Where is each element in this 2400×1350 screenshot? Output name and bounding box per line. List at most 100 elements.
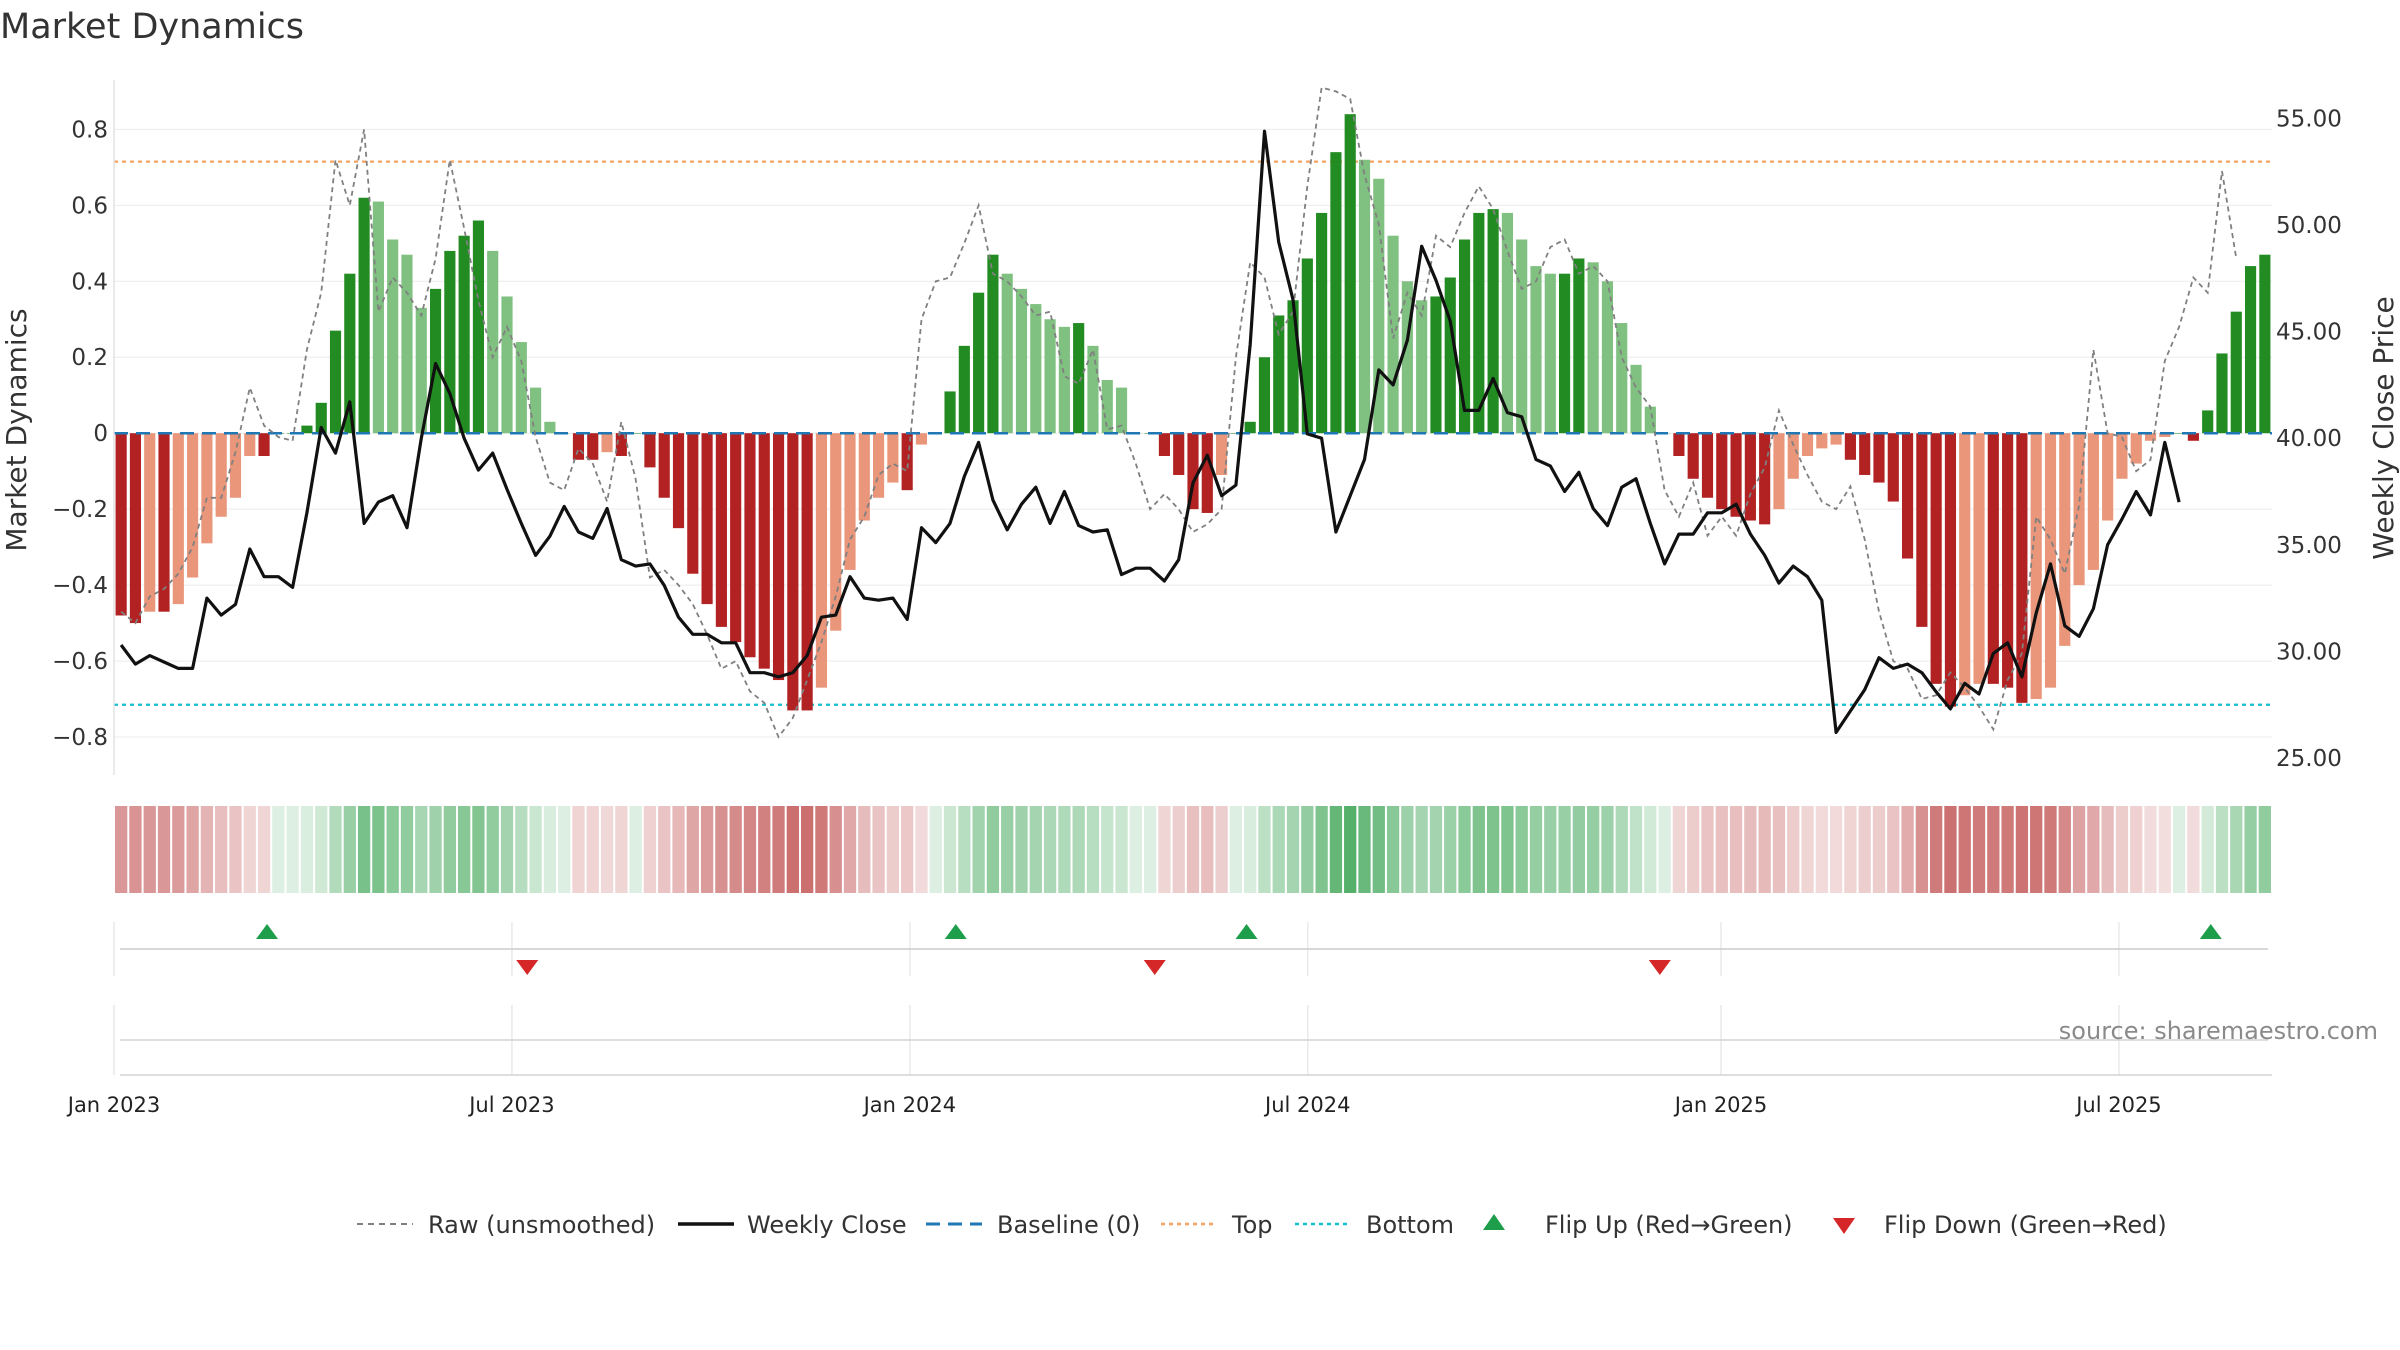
dynamics-bar <box>1387 235 1399 434</box>
dynamics-bar <box>2016 433 2028 703</box>
heat-cell <box>1244 806 1257 893</box>
y-tick-label: 0 <box>93 421 108 447</box>
dynamics-bar <box>1873 433 1885 483</box>
dynamics-bar <box>415 307 427 434</box>
heat-cell <box>1815 806 1828 893</box>
heat-cell <box>172 806 185 893</box>
dynamics-bar <box>772 433 785 681</box>
flip-down-marker <box>1143 960 1166 975</box>
dynamics-bars <box>115 114 2271 711</box>
heat-cell <box>1015 806 1028 893</box>
dynamics-bar <box>1287 300 1299 434</box>
dynamics-bar <box>1087 345 1099 434</box>
dynamics-bar <box>1001 273 1013 434</box>
y-tick-label: −0.6 <box>52 649 108 675</box>
y-tick-label: −0.8 <box>52 725 108 751</box>
dynamics-bar <box>487 250 499 434</box>
dynamics-bar <box>1630 364 1642 434</box>
dynamics-bar <box>1687 433 1699 479</box>
heat-cell <box>986 806 1000 893</box>
y2-tick-label: 25.00 <box>2276 746 2342 772</box>
heat-cell <box>1086 806 1100 893</box>
heat-cell <box>443 806 456 893</box>
dynamics-bar <box>1701 433 1714 498</box>
heat-cell <box>572 806 585 893</box>
heat-cell <box>1930 806 1943 893</box>
heat-cell <box>1458 806 1471 893</box>
dynamics-bar <box>172 433 184 605</box>
heat-cell <box>529 806 542 893</box>
dynamics-bar <box>1115 387 1128 434</box>
dynamics-bar <box>444 250 456 434</box>
dynamics-bar <box>1230 433 1242 434</box>
legend-item-flip-up: Flip Up (Red→Green) <box>1483 1211 1793 1239</box>
heat-cell <box>1329 806 1343 893</box>
dynamics-bar <box>1187 433 1199 510</box>
heat-cell <box>1787 806 1800 893</box>
heat-cell <box>586 806 599 893</box>
dynamics-bar <box>1973 433 1985 684</box>
heat-cell <box>1544 806 1557 893</box>
legend-item-raw: Raw (unsmoothed) <box>357 1211 655 1239</box>
dynamics-bar <box>544 421 556 434</box>
dynamics-bar <box>730 433 742 643</box>
dynamics-bar <box>1501 212 1513 434</box>
heat-cell <box>700 806 714 893</box>
dynamics-bar <box>1444 277 1456 434</box>
heat-cell <box>686 806 699 893</box>
heat-cell <box>415 806 428 893</box>
dynamics-bar <box>787 433 799 711</box>
heat-cell <box>1615 806 1628 893</box>
legend-baseline-label: Baseline (0) <box>997 1211 1140 1239</box>
heat-cell <box>2187 806 2200 893</box>
heat-cell <box>2058 806 2071 893</box>
heat-cell <box>1715 806 1728 893</box>
heat-cell <box>157 806 171 893</box>
y2-tick-label: 30.00 <box>2276 639 2342 665</box>
dynamics-bar <box>472 220 485 434</box>
heat-cell <box>200 806 214 893</box>
dynamics-bar <box>1844 433 1856 460</box>
heat-cell <box>729 806 742 893</box>
heat-cell <box>272 806 285 893</box>
dynamics-bar <box>944 391 956 434</box>
heat-cell <box>1901 806 1914 893</box>
heat-cell <box>329 806 342 893</box>
heat-cell <box>1429 806 1443 893</box>
heat-cell <box>2215 806 2229 893</box>
axes: 0.8 0.6 0.4 0.2 0 −0.2 −0.4 −0.6 −0.8 55.00 50.00 4… <box>52 80 2342 775</box>
dynamics-bar <box>1158 433 1170 456</box>
dynamics-bar <box>144 433 156 612</box>
heat-cell <box>1958 806 1971 893</box>
legend-bottom-label: Bottom <box>1366 1211 1454 1239</box>
x-tick-label: Jan 2024 <box>862 1093 957 1117</box>
heat-cell <box>372 806 385 893</box>
dynamics-bar <box>2216 353 2228 434</box>
legend-flip-up-icon <box>1483 1214 1505 1230</box>
heat-cell <box>2244 806 2257 893</box>
dynamics-bar <box>858 433 870 521</box>
dynamics-bar <box>2202 410 2214 434</box>
legend-top-label: Top <box>1231 1211 1273 1239</box>
dynamics-bar <box>1216 433 1228 475</box>
heat-cell <box>800 806 814 893</box>
heat-cell <box>1029 806 1042 893</box>
heat-cell <box>2072 806 2086 893</box>
heat-cell <box>2044 806 2057 893</box>
heat-cell <box>1729 806 1743 893</box>
heat-cell <box>1987 806 2000 893</box>
x-tick-label: Jul 2025 <box>2074 1093 2161 1117</box>
dynamics-bar <box>401 254 413 434</box>
heat-cell <box>2001 806 2014 893</box>
heat-cell <box>315 806 328 893</box>
heat-cell <box>1587 806 1600 893</box>
dynamics-bar <box>2102 433 2114 521</box>
dynamics-bar <box>1244 421 1256 434</box>
heat-cell <box>1401 806 1414 893</box>
heat-cell <box>1272 806 1285 893</box>
y-tick-label: −0.4 <box>52 573 108 599</box>
heat-cell <box>2144 806 2157 893</box>
dynamics-bar <box>115 433 127 616</box>
heat-cell <box>543 806 557 893</box>
dynamics-bar <box>1487 209 1499 434</box>
